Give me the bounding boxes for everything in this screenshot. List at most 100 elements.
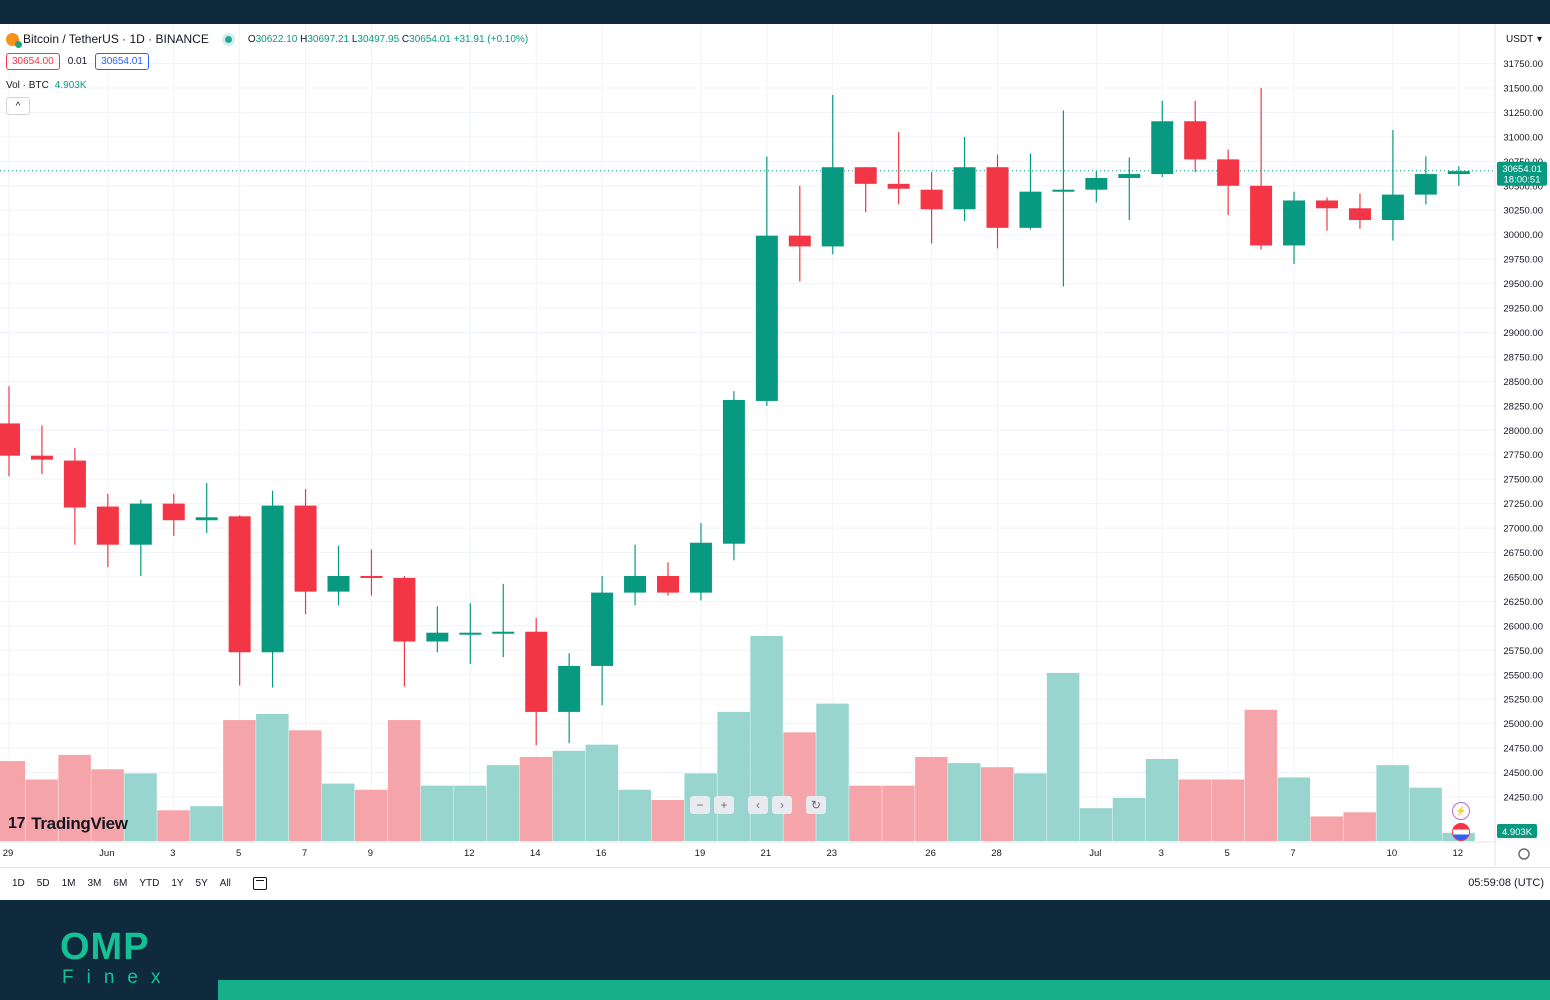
volume-legend: Vol · BTC 4.903K — [6, 80, 87, 91]
us-flag-icon[interactable] — [1452, 823, 1470, 841]
ohlc-change: +31.91 (+0.10%) — [453, 33, 529, 45]
time-tick-label: Jun — [99, 848, 114, 859]
tradingview-logo[interactable]: 17 TradingView — [8, 814, 128, 834]
volume-bar — [1310, 816, 1343, 841]
lightning-icon[interactable]: ⚡ — [1452, 802, 1470, 820]
candle-body — [591, 592, 614, 666]
timeframe-3m[interactable]: 3M — [87, 877, 102, 889]
ohlc-values: O30622.10 H30697.21 L30497.95 C30654.01 … — [247, 33, 529, 45]
time-tick-label: 14 — [530, 848, 541, 859]
price-tick-label: 30250.00 — [1503, 206, 1543, 217]
price-tick-label: 30000.00 — [1503, 230, 1543, 241]
volume-bar — [124, 773, 157, 841]
candle-body — [920, 189, 943, 210]
timeframe-ytd[interactable]: YTD — [139, 877, 160, 889]
volume-bar — [157, 810, 190, 841]
candle-body — [788, 235, 811, 247]
candle-body — [195, 517, 218, 521]
timeframe-1m[interactable]: 1M — [61, 877, 76, 889]
candle-body — [1250, 185, 1273, 246]
timeframe-1d[interactable]: 1D — [12, 877, 25, 889]
candle-body — [0, 423, 20, 456]
volume-bar — [651, 800, 684, 841]
tradingview-mark-icon: 17 — [8, 815, 26, 832]
volume-bar — [25, 779, 58, 841]
candle-body — [63, 460, 86, 508]
calendar-icon[interactable] — [252, 876, 267, 890]
reset-chart-button[interactable]: ↻ — [806, 796, 826, 814]
volume-bar — [420, 785, 454, 841]
last-price-label: 30654.01 — [1502, 164, 1542, 175]
candle-body — [1217, 159, 1240, 186]
candle-body — [887, 183, 910, 189]
scroll-left-button[interactable]: ‹ — [748, 796, 768, 814]
price-chart[interactable]: 24250.00 24500.00 24750.00 25000.00 25250.00… — [0, 24, 1550, 900]
volume-bar — [1277, 777, 1311, 841]
candle-body — [360, 575, 383, 578]
candle-body — [821, 167, 844, 247]
candle-body — [1085, 177, 1108, 190]
scroll-right-button[interactable]: › — [772, 796, 792, 814]
timeframe-5d[interactable]: 5D — [36, 877, 50, 889]
timeframe-5y[interactable]: 5Y — [195, 877, 208, 889]
price-tick-label: 28250.00 — [1503, 401, 1543, 412]
timeframe-6m[interactable]: 6M — [113, 877, 128, 889]
candle-body — [624, 575, 647, 593]
volume-bar — [1046, 672, 1080, 841]
chart-panel[interactable]: 24250.00 24500.00 24750.00 25000.00 25250.00… — [0, 24, 1550, 900]
candle-body — [96, 506, 119, 545]
price-tick-label: 26500.00 — [1503, 572, 1543, 583]
volume-badge — [1497, 824, 1537, 838]
price-tick-label: 26000.00 — [1503, 621, 1543, 632]
zoom-in-button[interactable]: + — [714, 796, 734, 814]
candle-body — [1348, 208, 1371, 221]
price-tick-label: 25000.00 — [1503, 719, 1543, 730]
price-tick-label: 28500.00 — [1503, 377, 1543, 388]
volume-bar — [1376, 765, 1409, 841]
price-tick-label: 24250.00 — [1503, 792, 1543, 803]
chart-nav-controls: − + ‹ › ↻ — [690, 796, 834, 814]
timeframe-1y[interactable]: 1Y — [171, 877, 184, 889]
timeframe-all[interactable]: All — [219, 877, 231, 889]
volume-bar — [190, 806, 223, 841]
price-tick-label: 31500.00 — [1503, 84, 1543, 95]
candle-body — [689, 542, 712, 593]
price-tick-label: 24500.00 — [1503, 768, 1543, 779]
collapse-legend-button[interactable]: ^ — [6, 97, 30, 115]
volume-bar — [354, 789, 388, 841]
price-axis — [1495, 24, 1550, 866]
time-tick-label: Jul — [1089, 848, 1101, 859]
time-tick-label: 5 — [1225, 848, 1230, 859]
buy-price-button[interactable]: 30654.01 — [95, 53, 149, 70]
candle-body — [986, 167, 1009, 228]
candle-body — [558, 665, 581, 712]
symbol-title[interactable]: Bitcoin / TetherUS · 1D · BINANCE — [23, 32, 209, 46]
sell-price-button[interactable]: 30654.00 — [6, 53, 60, 70]
time-tick-label: 5 — [236, 848, 241, 859]
volume-bar — [948, 763, 981, 841]
footer-stripe — [218, 980, 1550, 1000]
volume-label: Vol · BTC — [6, 80, 49, 91]
currency-selector[interactable]: USDT ▾ — [1502, 30, 1546, 48]
time-tick-label: 16 — [596, 848, 607, 859]
volume-bar — [1013, 773, 1047, 841]
candle-body — [1283, 200, 1306, 246]
time-tick-label: 9 — [368, 848, 373, 859]
candle-body — [129, 503, 152, 545]
price-tick-label: 31000.00 — [1503, 132, 1543, 143]
volume-bar — [322, 783, 355, 841]
symbol-header[interactable]: Bitcoin / TetherUS · 1D · BINANCE O30622… — [6, 32, 529, 48]
finex-logo-text: Finex — [62, 967, 174, 988]
volume-bar — [717, 711, 750, 841]
candle-body — [1019, 191, 1042, 228]
bottom-toolbar: 1D 5D 1M 3M 6M YTD 1Y 5Y All 05:59:08 (U… — [0, 867, 1550, 898]
zoom-out-button[interactable]: − — [690, 796, 710, 814]
volume-bar — [0, 761, 25, 841]
utc-clock[interactable]: 05:59:08 (UTC) — [1468, 877, 1544, 889]
candle-body — [953, 167, 976, 210]
candle-body — [525, 631, 548, 712]
price-tick-label: 26750.00 — [1503, 548, 1543, 559]
volume-bar — [256, 713, 289, 841]
brand-footer: OMP Finex — [0, 900, 1550, 1000]
volume-bar — [453, 785, 487, 841]
